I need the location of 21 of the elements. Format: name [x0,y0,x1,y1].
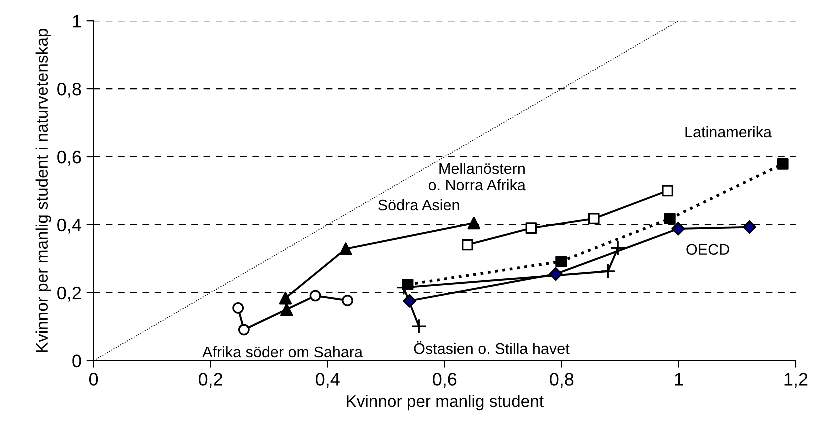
x-tick-label: 0,6 [433,373,457,388]
y-tick-label: 0,4 [58,218,82,234]
x-axis-title: Kvinnor per manlig student [347,395,544,411]
y-tick-label: 0,8 [58,82,82,98]
y-tick-label: 0,2 [58,286,82,302]
y-tick-label: 1 [73,15,82,28]
y-axis-title: Kvinnor per manlig student i naturvetenskap [36,29,52,352]
y-tick-label: 0 [72,354,82,368]
annotation: Afrika söder om Sahara [202,346,363,358]
x-tick-label: 1,2 [784,373,808,388]
y-tick-label: 0,6 [58,150,82,166]
annotation: Latinamerika [686,126,772,138]
x-tick-label: 0,4 [316,373,340,388]
annotation: OECD [686,244,730,256]
annotation: Mellanöstern o. Norra Afrika [428,162,526,191]
x-tick-label: 1 [675,373,684,386]
x-tick-label: 0 [89,373,98,386]
x-tick-label: 0,2 [198,373,222,388]
annotation: Södra Asien [378,199,460,211]
x-tick-label: 0,8 [550,373,574,388]
annotation: Östasien o. Stilla havet [414,341,570,354]
